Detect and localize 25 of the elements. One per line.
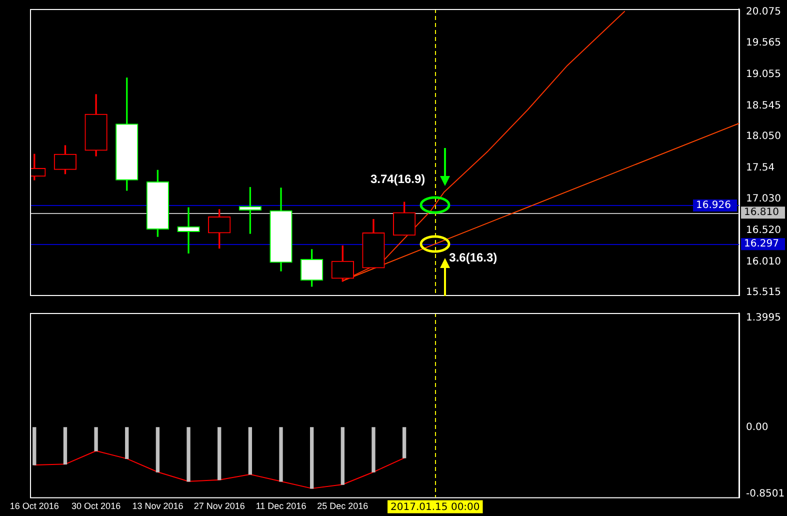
y-tick-label: 18.545 (746, 100, 781, 112)
x-tick-label: 11 Dec 2016 (256, 501, 306, 512)
y-tick-label: 16.520 (746, 225, 781, 236)
x-tick-label: 13 Nov 2016 (132, 501, 184, 512)
ref-line-label: 16.810 (744, 207, 779, 218)
y-tick-label: 19.565 (746, 38, 781, 49)
y-tick-label: 20.075 (746, 6, 781, 18)
x-tick-label: 27 Nov 2016 (194, 501, 245, 512)
y-tick-label: 1.3995 (746, 312, 781, 324)
y-tick-label: 19.055 (746, 69, 781, 80)
y-tick-label: 17.54 (746, 162, 775, 174)
x-tick-label: 30 Oct 2016 (72, 501, 121, 512)
ref-line-label: 16.297 (744, 238, 779, 250)
y-tick-label: 18.050 (746, 130, 781, 142)
ref-line-label: 16.926 (696, 200, 731, 212)
annotation: 3.74(16.9) (370, 172, 426, 186)
y-tick-label: 17.030 (746, 194, 781, 205)
y-tick-label: -0.8501 (746, 488, 785, 500)
annotation: 3.6(16.3) (449, 250, 498, 264)
x-tick-label: 25 Dec 2016 (317, 501, 368, 512)
y-tick-label: 16.010 (746, 256, 781, 268)
ref-line-label: 2017.01.15 00:00 (390, 502, 480, 513)
y-tick-label: 0.00 (746, 422, 768, 433)
x-tick-label: 16 Oct 2016 (10, 501, 59, 512)
y-tick-label: 15.515 (746, 286, 781, 298)
